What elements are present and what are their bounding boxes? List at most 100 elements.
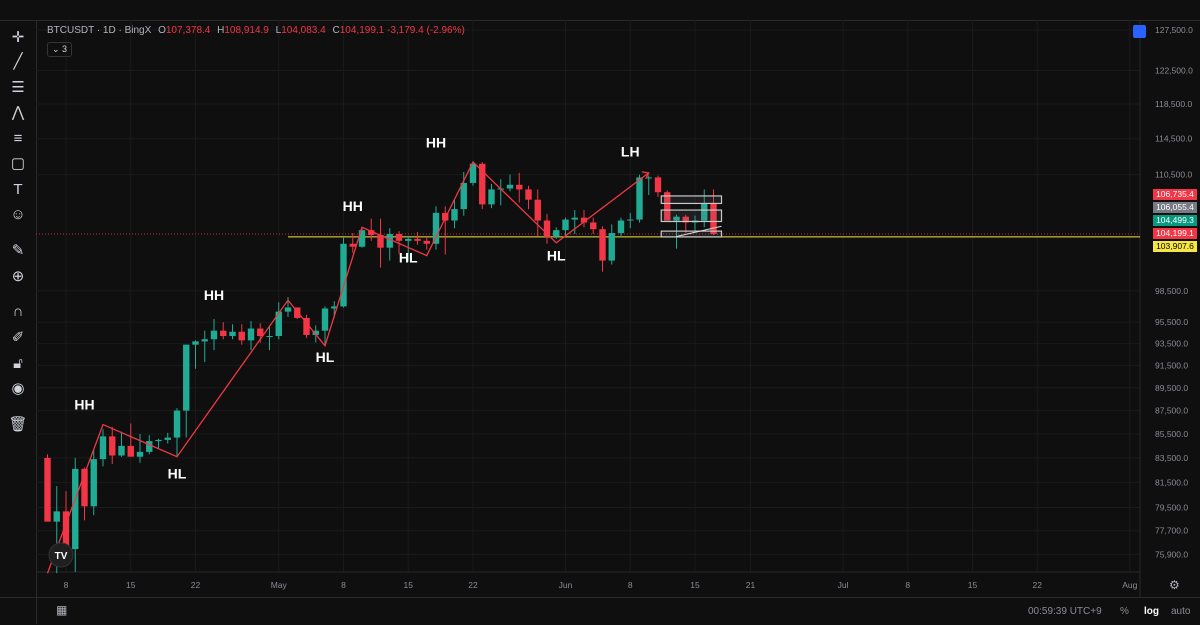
candle[interactable]	[377, 218, 384, 268]
auto-toggle[interactable]: auto	[1171, 606, 1191, 617]
candle[interactable]	[516, 172, 523, 203]
candle[interactable]	[127, 423, 134, 457]
lock-drawing-icon[interactable]: ✐	[11, 329, 25, 346]
candle[interactable]	[534, 189, 541, 236]
candle[interactable]	[90, 449, 97, 516]
settings-gear-icon[interactable]: ⚙	[1169, 578, 1180, 592]
candle[interactable]	[349, 233, 356, 253]
candle[interactable]	[247, 321, 255, 351]
candle[interactable]	[636, 174, 643, 223]
candle[interactable]	[109, 426, 116, 464]
candle[interactable]	[608, 224, 615, 265]
candle[interactable]	[460, 171, 467, 216]
candle[interactable]	[617, 217, 625, 237]
candle[interactable]	[386, 228, 393, 261]
candle[interactable]	[562, 217, 569, 237]
candle[interactable]	[275, 302, 282, 340]
candle[interactable]	[173, 408, 181, 457]
candle[interactable]	[710, 189, 717, 235]
candle[interactable]	[405, 235, 412, 262]
candle[interactable]	[210, 318, 218, 351]
candle[interactable]	[164, 432, 171, 444]
candle[interactable]	[664, 190, 671, 221]
candle[interactable]	[395, 231, 403, 254]
candle[interactable]	[220, 322, 227, 340]
fib-icon[interactable]: ☰	[11, 79, 25, 96]
candle[interactable]	[192, 340, 199, 369]
rectangle-icon[interactable]: ▢	[10, 155, 26, 172]
candle[interactable]	[358, 227, 366, 248]
price-badge: 104,199.1	[1153, 228, 1197, 239]
candle[interactable]	[155, 438, 162, 449]
candle[interactable]	[266, 325, 273, 351]
candle[interactable]	[99, 429, 107, 467]
bottom-bar: ▦ 00:59:39 UTC+9 % log auto	[0, 597, 1200, 625]
candle[interactable]	[321, 306, 329, 345]
candle[interactable]	[81, 467, 88, 521]
trendline-icon[interactable]: ╱	[13, 53, 23, 70]
candle[interactable]	[553, 227, 560, 239]
candle[interactable]	[543, 213, 551, 244]
candle[interactable]	[432, 206, 440, 250]
clock-time[interactable]: 00:59:39 UTC+9	[1028, 606, 1102, 617]
candle[interactable]	[451, 199, 458, 229]
magnet-icon[interactable]: ∩	[12, 303, 24, 320]
percent-toggle[interactable]: %	[1120, 606, 1129, 617]
layout-button[interactable]	[1133, 25, 1146, 38]
indicators-toggle[interactable]: ⌄ 3	[47, 42, 73, 57]
candle-body	[664, 192, 671, 221]
unlock-icon[interactable]: 🔓︎	[13, 355, 23, 372]
candle[interactable]	[414, 232, 421, 245]
symbol-title[interactable]: BTCUSDT · 1D · BingX	[47, 25, 152, 36]
candle[interactable]	[423, 236, 430, 250]
candle[interactable]	[136, 433, 144, 463]
candle[interactable]	[118, 431, 125, 457]
crosshair-icon[interactable]: ✛	[11, 29, 25, 46]
candle[interactable]	[183, 344, 190, 438]
ruler-icon[interactable]: ✎	[11, 242, 25, 259]
candle[interactable]	[497, 179, 504, 206]
emoji-icon[interactable]: ☺	[10, 206, 26, 223]
candle[interactable]	[654, 175, 662, 197]
candle[interactable]	[590, 217, 597, 235]
candle[interactable]	[229, 324, 236, 340]
candle[interactable]	[673, 214, 680, 249]
trash-icon[interactable]: 🗑︎	[8, 416, 28, 433]
candle[interactable]	[645, 175, 652, 196]
candle[interactable]	[506, 174, 514, 192]
candle[interactable]	[488, 183, 495, 209]
candle[interactable]	[238, 324, 245, 345]
candle-body	[654, 177, 662, 193]
candle-body	[164, 437, 171, 440]
candle-body	[294, 307, 301, 318]
text-icon[interactable]: T	[13, 181, 23, 198]
projection-icon[interactable]: ≡	[13, 130, 23, 147]
log-toggle[interactable]: log	[1144, 606, 1159, 617]
candle[interactable]	[294, 307, 301, 319]
candle[interactable]	[599, 226, 606, 272]
candle[interactable]	[72, 457, 79, 572]
candle-body	[377, 234, 384, 248]
candle[interactable]	[469, 161, 477, 186]
price-chart[interactable]: 127,500.0 122,500.0 118,500.0 114,500.0 110,…	[0, 0, 1200, 597]
eye-icon[interactable]: ◉	[11, 380, 25, 397]
candle[interactable]	[627, 212, 634, 229]
candle[interactable]	[479, 161, 486, 210]
candle-body	[118, 445, 125, 456]
candle[interactable]	[580, 210, 588, 228]
symbol-legend: BTCUSDT · 1D · BingX O107,378.4 H108,914…	[47, 25, 465, 36]
candle[interactable]	[303, 314, 310, 339]
candle[interactable]	[44, 454, 51, 522]
pattern-icon[interactable]: ⋀	[11, 104, 25, 121]
candle-body	[358, 230, 366, 247]
candle[interactable]	[201, 330, 208, 363]
candle[interactable]	[340, 237, 347, 308]
zoom-icon[interactable]: ⊕	[11, 268, 25, 285]
candle[interactable]	[525, 185, 532, 210]
calendar-icon[interactable]: ▦	[56, 603, 68, 617]
candle[interactable]	[368, 218, 375, 241]
candle[interactable]	[682, 214, 689, 234]
candle-body	[543, 220, 551, 237]
candle[interactable]	[62, 491, 70, 551]
candle[interactable]	[571, 210, 578, 235]
